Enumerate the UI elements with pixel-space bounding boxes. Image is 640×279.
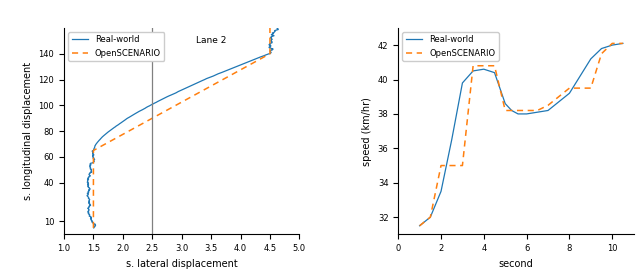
Real-world — [459, 81, 467, 85]
OpenSCENARIO — [266, 38, 274, 41]
OpenSCENARIO — [416, 224, 424, 227]
Real-world — [514, 112, 522, 116]
Real-world — [480, 68, 488, 71]
Y-axis label: speed (km/hr): speed (km/hr) — [362, 97, 372, 165]
OpenSCENARIO — [266, 20, 274, 23]
OpenSCENARIO — [266, 42, 274, 45]
Legend: Real-world, OpenSCENARIO: Real-world, OpenSCENARIO — [403, 32, 499, 61]
OpenSCENARIO — [598, 52, 605, 55]
OpenSCENARIO — [459, 164, 467, 167]
OpenSCENARIO — [266, 32, 274, 35]
Real-world — [90, 226, 97, 230]
Real-world — [566, 92, 573, 95]
Text: Lane 1: Lane 1 — [108, 36, 138, 45]
Real-world — [544, 109, 552, 112]
Real-world — [199, 79, 207, 82]
OpenSCENARIO — [512, 109, 520, 112]
Real-world — [241, 62, 248, 65]
OpenSCENARIO — [587, 86, 595, 90]
Real-world — [437, 190, 445, 193]
Real-world — [274, 26, 282, 30]
Real-world — [416, 224, 424, 227]
Real-world — [491, 71, 499, 74]
Real-world — [598, 47, 605, 50]
Real-world — [273, 28, 280, 32]
OpenSCENARIO — [566, 86, 573, 90]
Line: Real-world: Real-world — [420, 43, 623, 226]
OpenSCENARIO — [90, 226, 97, 230]
OpenSCENARIO — [90, 214, 97, 218]
Real-world — [138, 108, 146, 112]
X-axis label: s. lateral displacement: s. lateral displacement — [126, 259, 237, 269]
Real-world — [523, 112, 531, 116]
OpenSCENARIO — [245, 64, 253, 67]
Real-world — [609, 44, 616, 47]
OpenSCENARIO — [491, 64, 499, 68]
OpenSCENARIO — [609, 42, 616, 45]
OpenSCENARIO — [448, 164, 456, 167]
OpenSCENARIO — [437, 164, 445, 167]
Real-world — [501, 102, 509, 105]
Real-world — [469, 69, 477, 73]
X-axis label: second: second — [499, 259, 533, 269]
Line: OpenSCENARIO: OpenSCENARIO — [93, 21, 270, 228]
Real-world — [508, 109, 515, 112]
Real-world — [426, 215, 434, 219]
OpenSCENARIO — [534, 109, 541, 112]
OpenSCENARIO — [544, 104, 552, 107]
Real-world — [619, 42, 627, 45]
OpenSCENARIO — [469, 64, 477, 68]
Real-world — [84, 177, 92, 180]
OpenSCENARIO — [501, 109, 509, 112]
Real-world — [448, 138, 456, 141]
Real-world — [86, 201, 93, 204]
Real-world — [587, 57, 595, 61]
Line: OpenSCENARIO: OpenSCENARIO — [420, 43, 623, 226]
Text: Lane 2: Lane 2 — [196, 36, 227, 45]
OpenSCENARIO — [179, 100, 187, 103]
OpenSCENARIO — [426, 215, 434, 219]
OpenSCENARIO — [480, 64, 488, 68]
Legend: Real-world, OpenSCENARIO: Real-world, OpenSCENARIO — [68, 32, 164, 61]
OpenSCENARIO — [619, 42, 627, 45]
Y-axis label: s. longitudinal displacement: s. longitudinal displacement — [23, 62, 33, 200]
Line: Real-world: Real-world — [87, 28, 278, 228]
